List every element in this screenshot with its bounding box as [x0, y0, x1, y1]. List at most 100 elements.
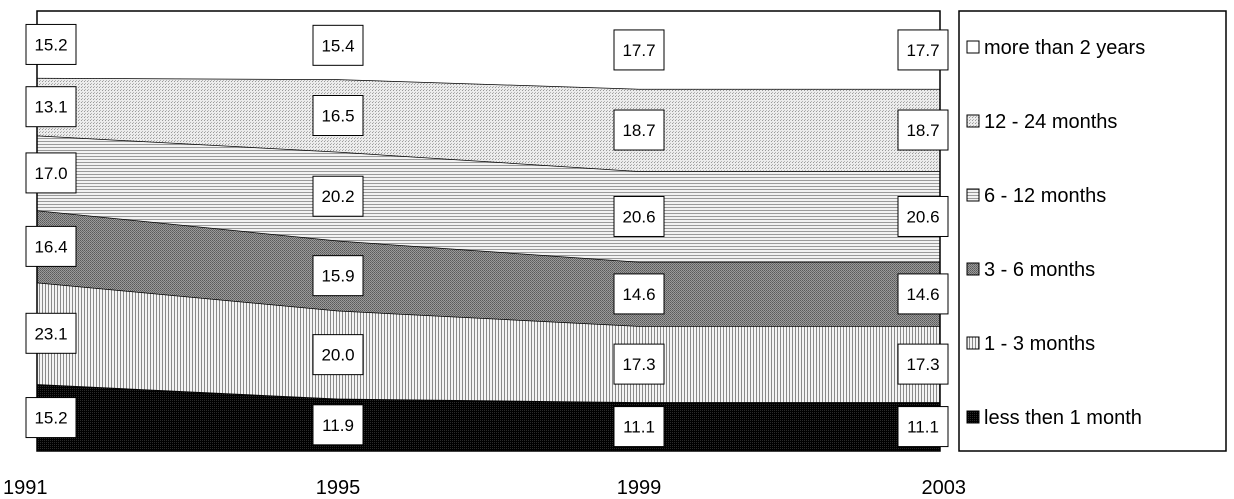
- data-label: 11.9: [312, 404, 364, 446]
- data-label-value: 14.6: [906, 285, 939, 304]
- data-label-box: [613, 343, 665, 385]
- data-label: 20.6: [897, 195, 949, 237]
- area-more-than-2-years: [37, 11, 940, 89]
- data-label: 16.4: [25, 225, 77, 267]
- legend-label: more than 2 years: [984, 37, 1145, 59]
- data-label: 11.1: [897, 406, 949, 448]
- x-tick-label: 1995: [316, 477, 361, 499]
- data-label-value: 20.6: [622, 207, 655, 226]
- data-label: 15.2: [25, 23, 77, 65]
- data-label-value: 23.1: [34, 324, 67, 343]
- x-axis-tick-labels: 1991 1995 1999 2003: [3, 477, 966, 499]
- legend-item-3-6-months: 3 - 6 months: [966, 259, 1095, 281]
- data-label-value: 15.2: [34, 409, 67, 428]
- data-label: 18.7: [613, 109, 665, 151]
- data-label: 17.0: [25, 152, 77, 194]
- data-label-box: [613, 273, 665, 315]
- data-label-value: 13.1: [34, 98, 67, 117]
- data-label: 11.1: [613, 406, 665, 448]
- area-less-then-1-month: [37, 384, 940, 451]
- data-label: 13.1: [25, 86, 77, 128]
- legend-swatch: [966, 262, 980, 276]
- data-label: 15.2: [25, 397, 77, 439]
- legend-label: 6 - 12 months: [984, 185, 1106, 207]
- data-label-value: 11.9: [322, 416, 354, 435]
- legend-item-more-than-2-years: more than 2 years: [966, 37, 1145, 59]
- data-label-box: [25, 225, 77, 267]
- data-label-value: 17.3: [622, 355, 655, 374]
- data-label-value: 18.7: [906, 121, 939, 140]
- data-label: 17.3: [897, 343, 949, 385]
- data-label-box: [897, 29, 949, 71]
- data-label-box: [25, 86, 77, 128]
- data-label-value: 17.7: [622, 41, 655, 60]
- data-label-box: [897, 406, 949, 448]
- area-3-6-months: [37, 210, 940, 327]
- data-label: 18.7: [897, 109, 949, 151]
- legend-label: 12 - 24 months: [984, 111, 1117, 133]
- data-label-value: 11.1: [907, 418, 939, 437]
- data-label: 15.9: [312, 255, 364, 297]
- data-label-box: [613, 29, 665, 71]
- data-label-value: 20.6: [906, 207, 939, 226]
- data-label-box: [25, 397, 77, 439]
- data-label-value: 15.2: [34, 35, 67, 54]
- data-label: 20.6: [613, 195, 665, 237]
- data-label-box: [312, 255, 364, 297]
- data-label-box: [613, 195, 665, 237]
- area-series-group: [36, 11, 940, 451]
- legend-swatch: [966, 40, 980, 54]
- legend-frame: [958, 10, 1227, 452]
- data-label: 14.6: [897, 273, 949, 315]
- data-label: 23.1: [25, 312, 77, 354]
- data-label-box: [897, 195, 949, 237]
- data-label-box: [897, 273, 949, 315]
- data-label: 15.4: [312, 24, 364, 66]
- area-1-3-months: [37, 282, 940, 403]
- x-tick-label: 2003: [922, 477, 967, 499]
- data-label: 20.0: [312, 334, 364, 376]
- legend-swatch: [966, 188, 980, 202]
- data-label-value: 17.7: [906, 41, 939, 60]
- legend-item-less-then-1-month: less then 1 month: [966, 407, 1142, 429]
- data-label-value: 11.1: [623, 418, 655, 437]
- data-label-value: 15.9: [321, 267, 354, 286]
- legend-swatch: [966, 336, 980, 350]
- data-label-box: [25, 152, 77, 194]
- data-label-box: [312, 334, 364, 376]
- data-label-box: [312, 95, 364, 136]
- data-label-box: [613, 109, 665, 151]
- data-label: 17.7: [897, 29, 949, 71]
- data-label-box: [25, 23, 77, 65]
- legend-swatch: [966, 410, 980, 424]
- data-label-value: 16.4: [34, 237, 67, 256]
- legend: more than 2 years 12 - 24 months 6 - 12 mo…: [958, 10, 1227, 452]
- x-tick-label: 1999: [617, 477, 662, 499]
- legend-label: less then 1 month: [984, 407, 1142, 429]
- data-label-value: 14.6: [622, 285, 655, 304]
- legend-swatch: [966, 114, 980, 128]
- data-label-value: 20.0: [321, 346, 354, 365]
- legend-label: 3 - 6 months: [984, 259, 1095, 281]
- data-label-box: [897, 109, 949, 151]
- data-label-value: 16.5: [321, 107, 354, 126]
- data-label-box: [312, 404, 364, 446]
- legend-item-12-24-months: 12 - 24 months: [966, 111, 1117, 133]
- data-label-box: [312, 175, 364, 217]
- data-label-value: 15.4: [321, 36, 354, 55]
- area-12-24-months: [37, 77, 940, 172]
- data-label: 17.3: [613, 343, 665, 385]
- x-tick-label: 1991: [3, 477, 48, 499]
- data-label: 20.2: [312, 175, 364, 217]
- data-label-value: 20.2: [321, 187, 354, 206]
- data-label-value: 18.7: [622, 121, 655, 140]
- data-label-box: [312, 24, 364, 66]
- legend-label: 1 - 3 months: [984, 333, 1095, 355]
- legend-item-1-3-months: 1 - 3 months: [966, 333, 1095, 355]
- data-label-value: 17.0: [34, 164, 67, 183]
- legend-item-6-12-months: 6 - 12 months: [966, 185, 1106, 207]
- area-6-12-months: [37, 135, 940, 262]
- data-label: 14.6: [613, 273, 665, 315]
- data-label: 17.7: [613, 29, 665, 71]
